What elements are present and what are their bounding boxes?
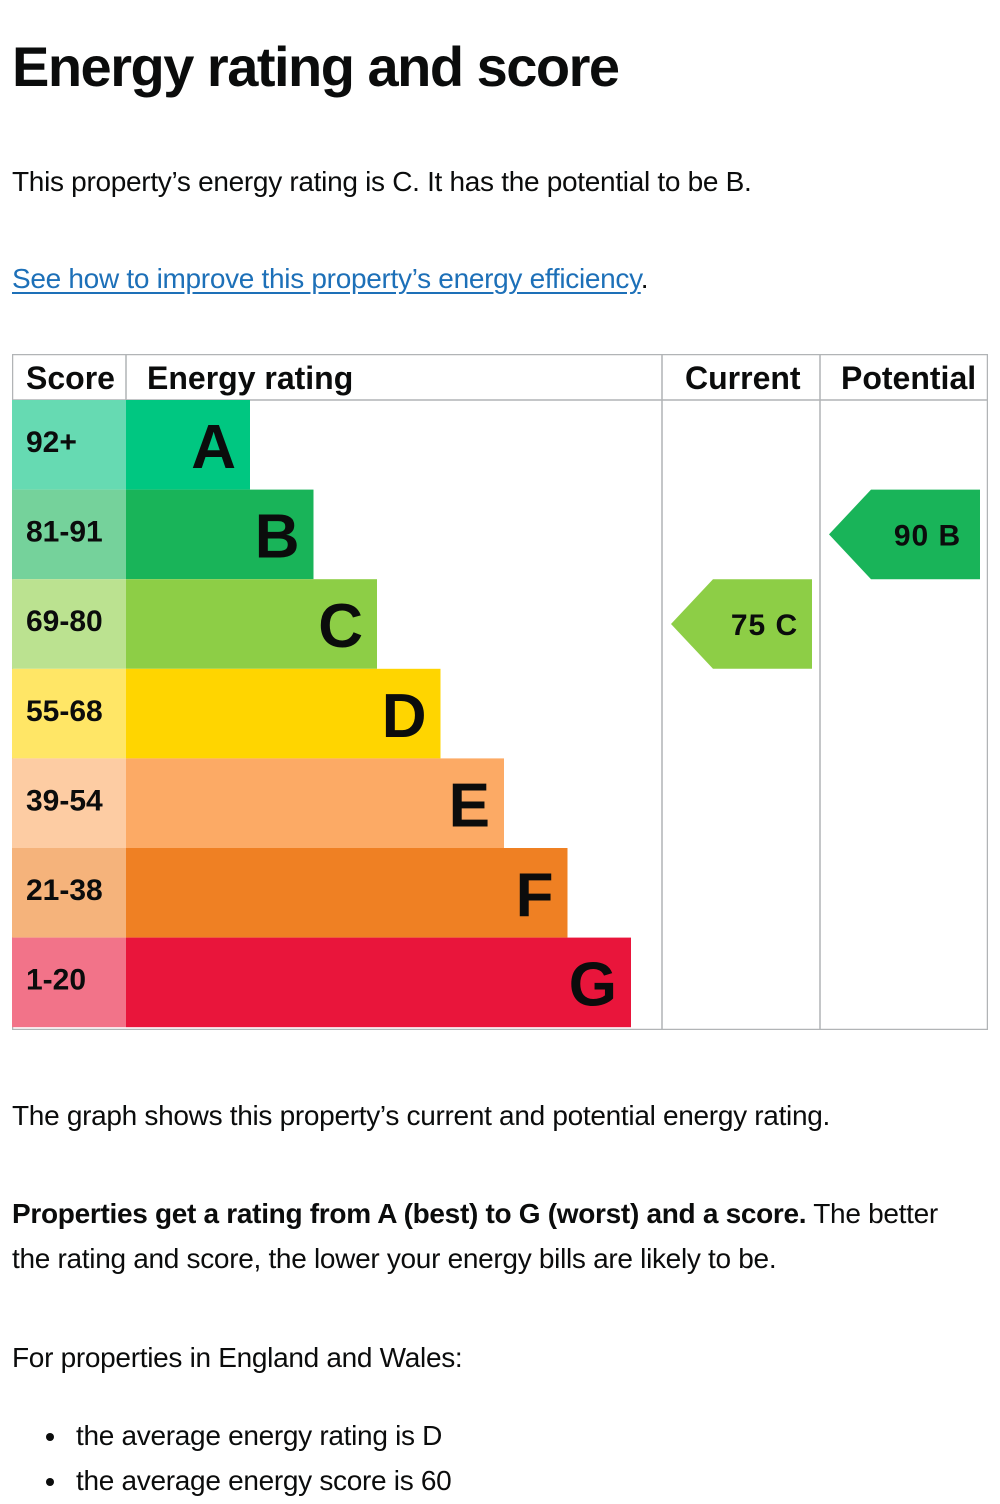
ratings-explanation-bold: Properties get a rating from A (best) to… [12,1198,807,1229]
potential-header: Potential [841,360,976,396]
band-score-label-e: 39-54 [26,784,103,817]
band-letter-d: D [382,682,427,751]
band-score-cell-f [12,848,126,938]
graph-note: The graph shows this property’s current … [12,1100,831,1131]
current-header: Current [685,360,801,396]
improve-paragraph: See how to improve this property’s energ… [12,257,649,302]
potential-rating-arrow [829,489,980,580]
improve-link-period: . [640,263,649,294]
band-score-cell-e [12,758,126,848]
band-letter-a: A [191,413,236,482]
current-rating-label: 75 C [731,609,798,642]
current-rating-arrow [671,579,812,669]
band-letter-b: B [255,503,300,572]
band-score-label-d: 55-68 [26,695,103,728]
ratings-explanation: Properties get a rating from A (best) to… [12,1192,982,1282]
intro-text: This property’s energy rating is C. It h… [12,166,752,197]
band-score-label-a: 92+ [26,426,77,459]
page-title: Energy rating and score [12,35,620,98]
band-score-cell-d [12,668,126,759]
band-bar-d [126,668,441,759]
average-score-item: the average energy score is 60 [12,1459,452,1504]
score-header: Score [26,360,115,396]
band-score-label-c: 69-80 [26,605,103,638]
energy-rating-header: Energy rating [147,360,353,396]
band-bar-c [126,579,377,669]
band-bar-f [126,848,568,938]
band-letter-f: F [516,861,554,930]
band-score-cell-a [12,400,126,490]
band-bar-a [126,400,250,490]
band-letter-g: G [569,951,617,1020]
average-list: the average energy rating is D the avera… [12,1414,452,1504]
band-score-label-b: 81-91 [26,516,103,549]
band-score-label-f: 21-38 [26,874,103,907]
average-rating-item: the average energy rating is D [12,1414,451,1459]
band-score-cell-c [12,579,126,669]
potential-rating-label: 90 B [894,520,961,553]
regional-intro: For properties in England and Wales: [12,1342,463,1373]
ratings-explanation-rest: The better the rating and score, the low… [12,1198,938,1274]
band-letter-e: E [449,771,490,840]
band-score-cell-b [12,489,126,580]
band-score-label-g: 1-20 [26,964,86,997]
band-bar-e [126,758,504,848]
band-letter-c: C [318,592,363,661]
band-bar-b [126,489,314,580]
improve-efficiency-link[interactable]: See how to improve this property’s energ… [12,263,641,294]
energy-rating-chart: Score Energy rating Current Potential 92+ A 81… [12,354,988,1030]
band-score-cell-g [12,937,126,1028]
band-bar-g [126,937,631,1028]
